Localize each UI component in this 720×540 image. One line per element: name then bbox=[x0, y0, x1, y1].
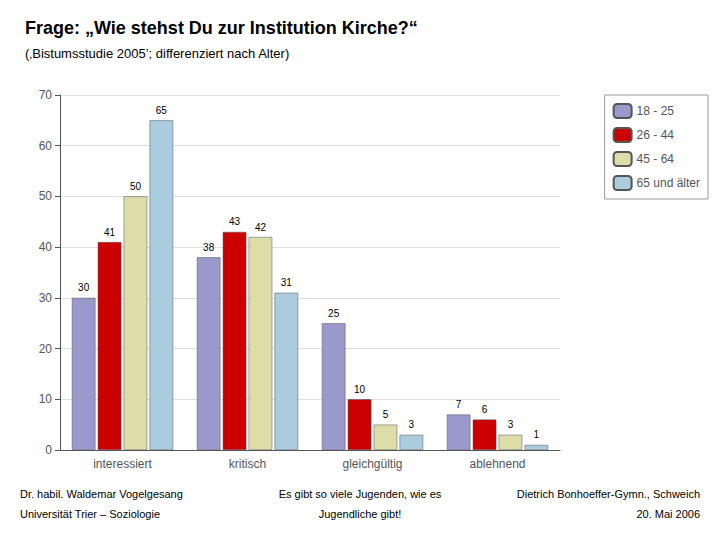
svg-text:65: 65 bbox=[156, 105, 168, 116]
svg-text:30: 30 bbox=[78, 282, 90, 293]
svg-text:interessiert: interessiert bbox=[93, 457, 152, 471]
svg-text:Jugendliche gibt!: Jugendliche gibt! bbox=[319, 508, 402, 520]
svg-text:60: 60 bbox=[39, 139, 53, 153]
svg-text:Dr. habil. Waldemar Vogelgesan: Dr. habil. Waldemar Vogelgesang bbox=[20, 488, 183, 500]
svg-text:(‚Bistumsstudie 2005’; differe: (‚Bistumsstudie 2005’; differenziert nac… bbox=[25, 46, 289, 61]
svg-text:0: 0 bbox=[45, 443, 52, 457]
svg-text:Universität Trier – Soziologie: Universität Trier – Soziologie bbox=[20, 508, 160, 520]
svg-text:41: 41 bbox=[104, 227, 116, 238]
svg-text:10: 10 bbox=[39, 392, 53, 406]
svg-text:45 - 64: 45 - 64 bbox=[637, 152, 675, 166]
svg-text:7: 7 bbox=[456, 399, 462, 410]
svg-text:40: 40 bbox=[39, 240, 53, 254]
svg-text:31: 31 bbox=[281, 277, 293, 288]
svg-text:Frage: „Wie stehst Du zur Inst: Frage: „Wie stehst Du zur Institution Ki… bbox=[25, 18, 418, 38]
svg-text:18 - 25: 18 - 25 bbox=[637, 104, 675, 118]
svg-text:6: 6 bbox=[482, 404, 488, 415]
svg-text:20. Mai 2006: 20. Mai 2006 bbox=[636, 508, 700, 520]
svg-text:kritisch: kritisch bbox=[229, 457, 266, 471]
svg-text:3: 3 bbox=[508, 419, 514, 430]
svg-text:26 - 44: 26 - 44 bbox=[637, 128, 675, 142]
svg-text:43: 43 bbox=[229, 216, 241, 227]
svg-text:Es gibt so viele Jugenden, wie: Es gibt so viele Jugenden, wie es bbox=[279, 488, 442, 500]
svg-text:1: 1 bbox=[534, 429, 540, 440]
svg-text:50: 50 bbox=[130, 181, 142, 192]
svg-text:5: 5 bbox=[383, 409, 389, 420]
svg-text:65 und älter: 65 und älter bbox=[637, 176, 700, 190]
svg-text:Dietrich Bonhoeffer-Gymn., Sch: Dietrich Bonhoeffer-Gymn., Schweich bbox=[517, 488, 700, 500]
svg-text:38: 38 bbox=[203, 242, 215, 253]
svg-text:70: 70 bbox=[39, 88, 53, 102]
svg-text:50: 50 bbox=[39, 189, 53, 203]
svg-text:30: 30 bbox=[39, 291, 53, 305]
svg-text:25: 25 bbox=[328, 308, 340, 319]
svg-text:20: 20 bbox=[39, 342, 53, 356]
svg-text:3: 3 bbox=[409, 419, 415, 430]
svg-text:10: 10 bbox=[354, 384, 366, 395]
svg-text:gleichgültig: gleichgültig bbox=[342, 457, 402, 471]
svg-text:ablehnend: ablehnend bbox=[469, 457, 525, 471]
svg-text:42: 42 bbox=[255, 222, 267, 233]
